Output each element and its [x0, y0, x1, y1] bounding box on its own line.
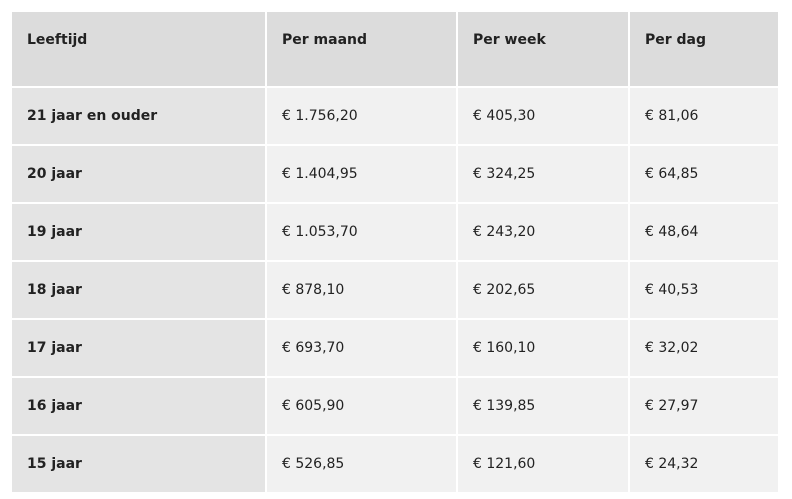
cell-per-day: € 40,53 — [628, 260, 780, 320]
cell-per-week: € 139,85 — [456, 376, 630, 436]
table-row: 20 jaar € 1.404,95 € 324,25 € 64,85 — [10, 144, 780, 204]
table-row: 16 jaar € 605,90 € 139,85 € 27,97 — [10, 376, 780, 436]
cell-per-month: € 693,70 — [265, 318, 458, 378]
cell-per-month: € 1.404,95 — [265, 144, 458, 204]
header-per-week: Per week — [456, 10, 630, 88]
table-row: 21 jaar en ouder € 1.756,20 € 405,30 € 8… — [10, 86, 780, 146]
cell-per-day: € 48,64 — [628, 202, 780, 262]
cell-per-week: € 405,30 — [456, 86, 630, 146]
cell-per-month: € 1.756,20 — [265, 86, 458, 146]
cell-per-week: € 243,20 — [456, 202, 630, 262]
cell-age: 17 jaar — [10, 318, 267, 378]
cell-per-day: € 27,97 — [628, 376, 780, 436]
cell-per-week: € 324,25 — [456, 144, 630, 204]
cell-age: 16 jaar — [10, 376, 267, 436]
table-header: Leeftijd Per maand Per week Per dag — [10, 10, 780, 88]
cell-age: 19 jaar — [10, 202, 267, 262]
cell-per-week: € 202,65 — [456, 260, 630, 320]
cell-per-day: € 24,32 — [628, 434, 780, 494]
cell-age: 20 jaar — [10, 144, 267, 204]
minimum-wage-table: Leeftijd Per maand Per week Per dag 21 j… — [10, 10, 780, 494]
cell-per-month: € 605,90 — [265, 376, 458, 436]
cell-per-month: € 526,85 — [265, 434, 458, 494]
header-per-month: Per maand — [265, 10, 458, 88]
cell-age: 18 jaar — [10, 260, 267, 320]
table-row: 18 jaar € 878,10 € 202,65 € 40,53 — [10, 260, 780, 320]
cell-age: 21 jaar en ouder — [10, 86, 267, 146]
header-per-day: Per dag — [628, 10, 780, 88]
header-age: Leeftijd — [10, 10, 267, 88]
table-row: 17 jaar € 693,70 € 160,10 € 32,02 — [10, 318, 780, 378]
table-row: 19 jaar € 1.053,70 € 243,20 € 48,64 — [10, 202, 780, 262]
cell-age: 15 jaar — [10, 434, 267, 494]
cell-per-week: € 121,60 — [456, 434, 630, 494]
cell-per-week: € 160,10 — [456, 318, 630, 378]
table-row: 15 jaar € 526,85 € 121,60 € 24,32 — [10, 434, 780, 494]
table-body: 21 jaar en ouder € 1.756,20 € 405,30 € 8… — [10, 86, 780, 494]
cell-per-month: € 878,10 — [265, 260, 458, 320]
header-row: Leeftijd Per maand Per week Per dag — [10, 10, 780, 88]
cell-per-day: € 64,85 — [628, 144, 780, 204]
cell-per-day: € 81,06 — [628, 86, 780, 146]
cell-per-month: € 1.053,70 — [265, 202, 458, 262]
cell-per-day: € 32,02 — [628, 318, 780, 378]
